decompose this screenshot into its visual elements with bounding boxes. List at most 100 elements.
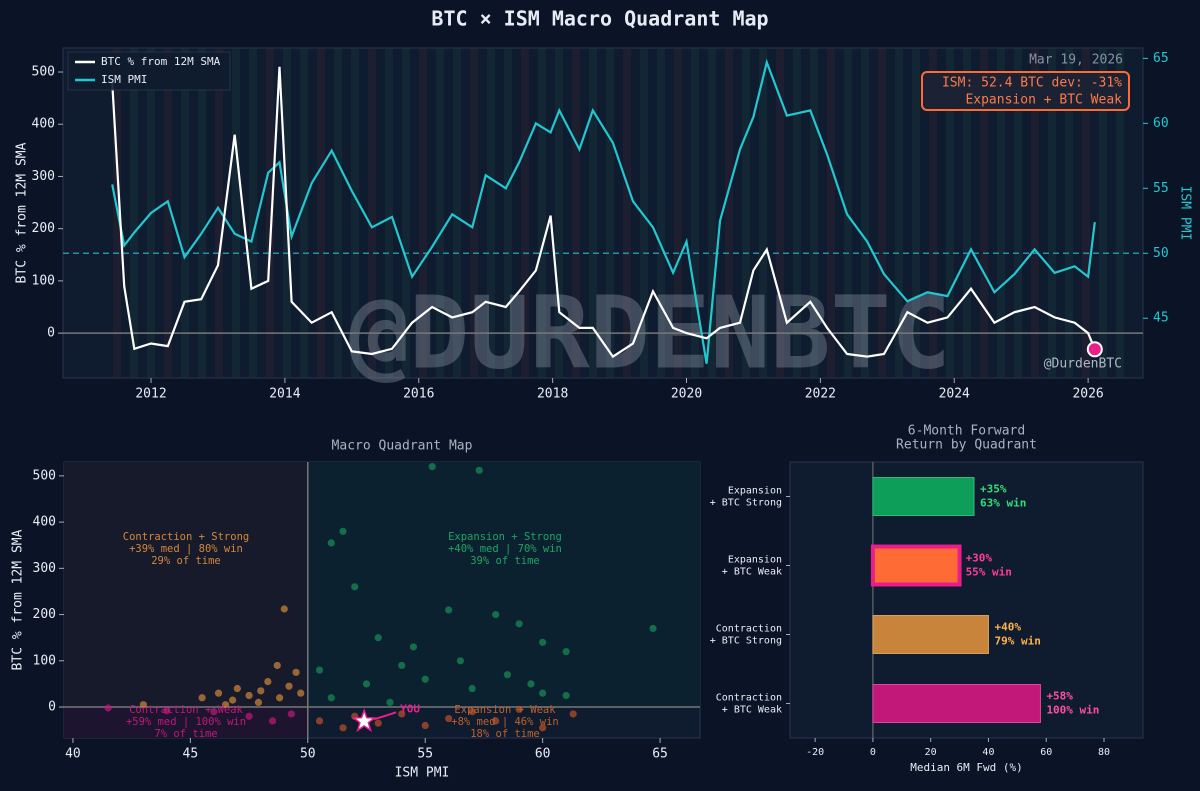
win-label: 63% win bbox=[980, 497, 1026, 510]
shade-band bbox=[1048, 48, 1056, 378]
y-tick-label: 500 bbox=[33, 468, 56, 483]
info-line: Expansion + BTC Weak bbox=[965, 93, 1122, 108]
scatter-point bbox=[569, 710, 577, 718]
legend-label: ISM PMI bbox=[101, 73, 147, 86]
shade-band bbox=[419, 48, 427, 378]
scatter-point bbox=[327, 694, 335, 702]
shade-band bbox=[470, 48, 478, 378]
info-box bbox=[921, 71, 1130, 111]
quadrant-label: +39% med | 80% win bbox=[129, 543, 243, 555]
y-tick-label: + BTC Strong bbox=[710, 636, 782, 647]
shade-band bbox=[725, 48, 733, 378]
scatter-point bbox=[264, 677, 272, 686]
shade-band bbox=[181, 48, 189, 378]
x-tick-label: 2018 bbox=[537, 387, 568, 402]
shade-band bbox=[623, 48, 631, 378]
scatter-point bbox=[527, 680, 535, 688]
scatter-point bbox=[339, 527, 347, 535]
shade-band bbox=[878, 48, 886, 378]
scatter-point bbox=[351, 583, 359, 591]
y-tick-label: 300 bbox=[32, 169, 55, 184]
scatter-point bbox=[539, 724, 547, 732]
x-axis-label: ISM PMI bbox=[395, 766, 450, 781]
shade-band bbox=[742, 48, 750, 378]
y-tick-label: 200 bbox=[33, 607, 56, 622]
shade-band bbox=[1116, 48, 1124, 378]
scatter-point bbox=[276, 694, 284, 702]
chart-title: Return by Quadrant bbox=[896, 438, 1037, 453]
shade-band bbox=[385, 48, 393, 378]
scatter-point bbox=[445, 606, 453, 614]
scatter-point bbox=[562, 647, 570, 656]
scatter-point bbox=[214, 689, 223, 697]
x-tick-label: 45 bbox=[183, 747, 199, 762]
scatter-point bbox=[428, 463, 436, 471]
scatter-point bbox=[398, 710, 406, 718]
shade-band bbox=[1099, 48, 1107, 378]
scatter-point bbox=[492, 610, 500, 619]
scatter-point bbox=[515, 705, 523, 713]
legend-label: BTC % from 12M SMA bbox=[101, 55, 221, 68]
scatter-point bbox=[163, 707, 171, 715]
you-label: YOU bbox=[400, 702, 420, 715]
shade-band bbox=[844, 48, 852, 378]
scatter-point bbox=[285, 682, 293, 690]
y-axis-label: BTC % from 12M SMA bbox=[11, 529, 26, 670]
chart-title: Macro Quadrant Map bbox=[332, 439, 473, 454]
scatter-point bbox=[409, 643, 418, 651]
scatter-point bbox=[539, 638, 547, 646]
y2-tick-label: 60 bbox=[1153, 116, 1169, 131]
y2-axis-label: ISM PMI bbox=[1178, 186, 1193, 241]
y-tick-label: Expansion bbox=[728, 555, 782, 566]
y-tick-label: Contraction bbox=[716, 693, 782, 704]
scatter-point bbox=[492, 717, 500, 725]
quadrant-label: +8% med | 46% win bbox=[451, 716, 558, 728]
x-tick-label: -20 bbox=[806, 747, 824, 758]
bar bbox=[872, 684, 1041, 723]
scatter-point bbox=[315, 717, 324, 725]
y-tick-label: 100 bbox=[33, 653, 56, 668]
shade-band bbox=[810, 48, 818, 378]
handle: @DurdenBTC bbox=[1044, 357, 1122, 372]
y-tick-label: Contraction bbox=[716, 624, 782, 635]
scatter-point bbox=[468, 708, 476, 716]
y-tick-label: 400 bbox=[32, 117, 55, 132]
quadrant-shade bbox=[64, 462, 308, 708]
x-tick-label: 2026 bbox=[1072, 387, 1103, 402]
shade-band bbox=[130, 48, 138, 378]
scatter-point bbox=[456, 657, 465, 665]
quadrant-label: +59% med | 100% win bbox=[126, 716, 246, 728]
x-tick-label: 50 bbox=[300, 747, 316, 762]
scatter-point bbox=[292, 668, 300, 676]
scatter-point bbox=[245, 712, 253, 720]
shade-band bbox=[198, 48, 206, 378]
x-tick-label: 2020 bbox=[671, 387, 702, 402]
x-tick-label: 2014 bbox=[269, 387, 300, 402]
y-tick-label: Expansion bbox=[728, 486, 782, 497]
scatter-point bbox=[198, 694, 206, 702]
shade-band bbox=[708, 48, 716, 378]
shade-band bbox=[317, 48, 325, 378]
win-label: 100% win bbox=[1046, 704, 1099, 717]
y-axis-label: BTC % from 12M SMA bbox=[15, 142, 30, 283]
quadrant-label: 29% of time bbox=[151, 555, 221, 567]
y2-tick-label: 50 bbox=[1153, 246, 1169, 261]
x-tick-label: 0 bbox=[870, 747, 876, 758]
scatter-point bbox=[515, 620, 523, 628]
scatter-point bbox=[139, 701, 147, 709]
shade-band bbox=[827, 48, 835, 378]
shade-band bbox=[1065, 48, 1073, 378]
scatter-point bbox=[327, 539, 335, 547]
scatter-point bbox=[315, 666, 324, 674]
value-label: +58% bbox=[1046, 690, 1073, 703]
shade-band bbox=[997, 48, 1005, 378]
shade-band bbox=[402, 48, 410, 378]
shade-band bbox=[453, 48, 461, 378]
scatter-point bbox=[257, 687, 265, 695]
x-tick-label: 60 bbox=[1040, 747, 1052, 758]
scatter-point bbox=[562, 691, 570, 700]
win-label: 79% win bbox=[994, 635, 1040, 648]
y-tick-label: 200 bbox=[32, 221, 55, 236]
scatter-point bbox=[421, 675, 429, 683]
x-axis-label: Median 6M Fwd (%) bbox=[910, 761, 1023, 774]
